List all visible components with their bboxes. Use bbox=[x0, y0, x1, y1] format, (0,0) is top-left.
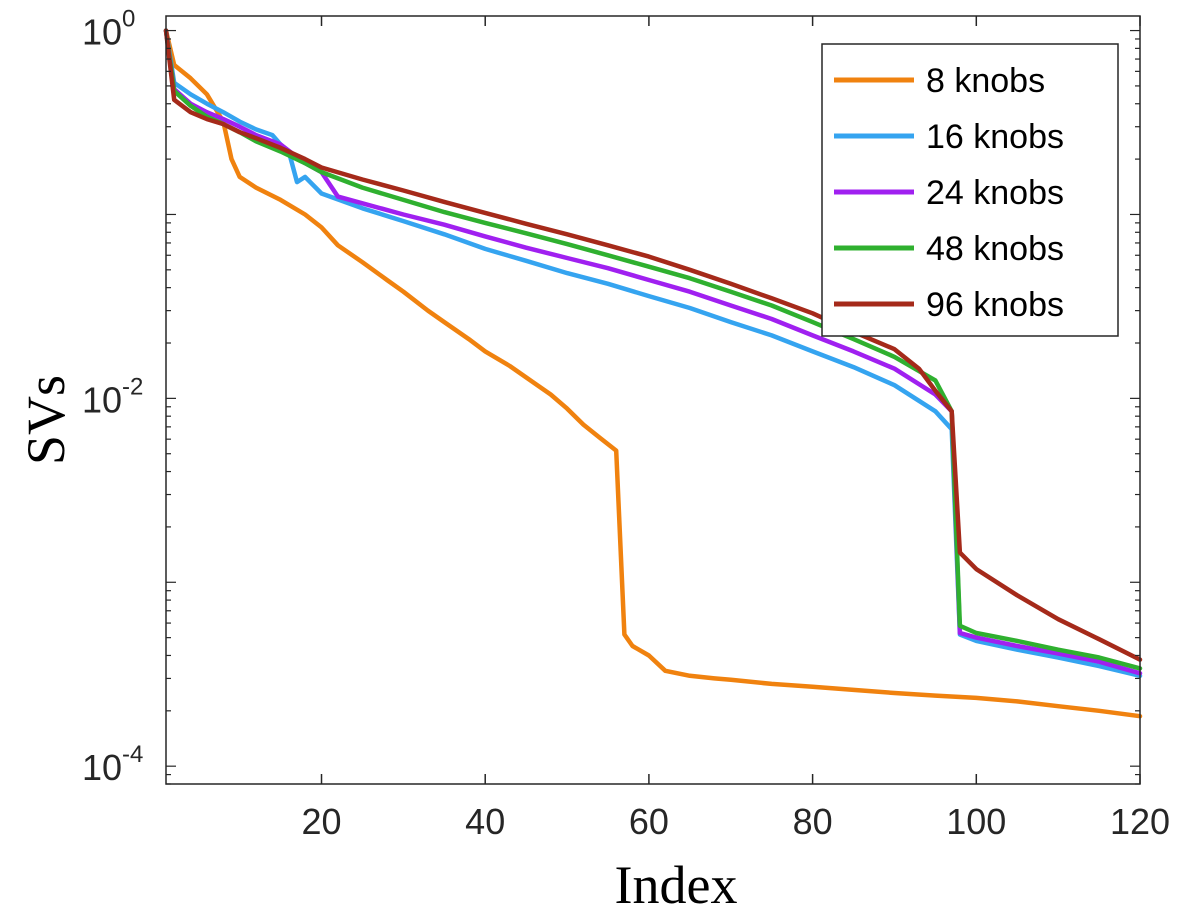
legend-label: 16 knobs bbox=[926, 118, 1064, 156]
series-line-1 bbox=[163, 28, 1143, 719]
y-tick-exponent: -4 bbox=[122, 741, 143, 768]
series-line-5 bbox=[163, 28, 1143, 662]
legend-label: 8 knobs bbox=[926, 62, 1045, 100]
y-tick-exponent: 0 bbox=[122, 6, 135, 33]
legend-label: 24 knobs bbox=[926, 174, 1064, 212]
y-tick-label: 10 bbox=[82, 379, 122, 420]
x-tick-label: 20 bbox=[301, 801, 341, 842]
y-axis-title: SVs bbox=[16, 375, 76, 465]
series-layer bbox=[163, 28, 1143, 719]
ticks-layer bbox=[166, 16, 1141, 785]
legend-box bbox=[821, 43, 1119, 337]
x-tick-label: 40 bbox=[465, 801, 505, 842]
y-tick-exponent: -2 bbox=[122, 373, 143, 400]
x-tick-label: 120 bbox=[1110, 801, 1170, 842]
x-tick-label: 80 bbox=[793, 801, 833, 842]
x-tick-labels: 20 40 60 80 100 120 bbox=[301, 801, 1170, 842]
x-tick-label: 60 bbox=[629, 801, 669, 842]
legend: 8 knobs 16 knobs 24 knobs 48 knobs 96 knobs bbox=[821, 43, 1119, 337]
y-tick-label: 10 bbox=[82, 747, 122, 788]
x-axis-title: Index bbox=[615, 855, 738, 915]
legend-label: 96 knobs bbox=[926, 286, 1064, 324]
plot-frame bbox=[165, 15, 1141, 785]
x-tick-label: 100 bbox=[946, 801, 1006, 842]
y-tick-label: 10 bbox=[82, 12, 122, 53]
legend-label: 48 knobs bbox=[926, 230, 1064, 268]
